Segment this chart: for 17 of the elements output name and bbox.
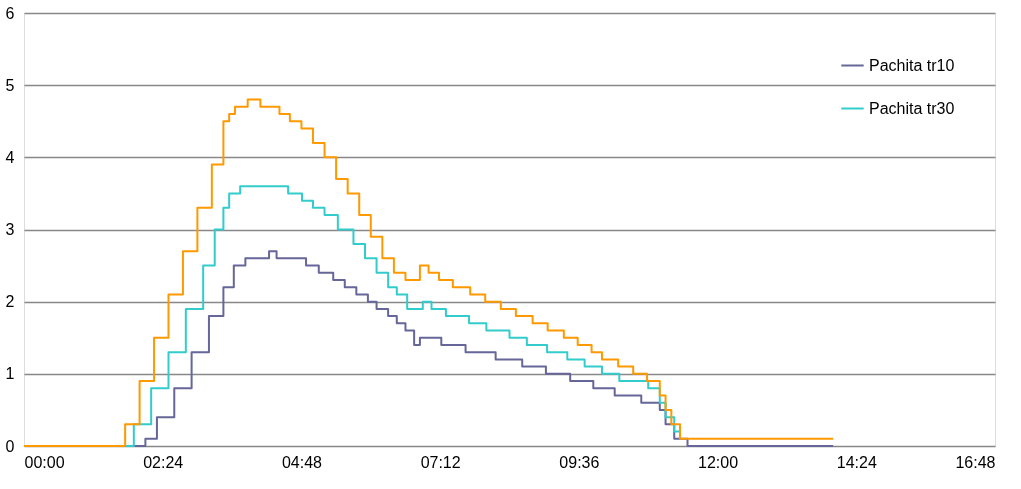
x-tick-label: 09:36	[559, 453, 600, 471]
x-tick-label: 07:12	[420, 453, 461, 471]
x-tick-label: 02:24	[143, 453, 184, 471]
y-tick-label: 5	[5, 76, 15, 94]
y-tick-label: 1	[5, 365, 15, 383]
y-tick-label: 6	[5, 4, 15, 22]
x-tick-label: 00:00	[24, 453, 65, 471]
y-tick-label: 0	[5, 437, 15, 455]
y-tick-label: 2	[5, 293, 15, 311]
x-tick-label: 12:00	[698, 453, 739, 471]
y-tick-label: 3	[5, 221, 15, 238]
y-tick-label: 4	[5, 148, 15, 166]
x-tick-label: 16:48	[955, 453, 996, 471]
x-tick-label: 14:24	[836, 453, 877, 471]
x-tick-label: 04:48	[281, 453, 323, 471]
legend-label: Pachita tr30	[869, 99, 955, 117]
legend-label: Pachita tr10	[869, 56, 955, 74]
